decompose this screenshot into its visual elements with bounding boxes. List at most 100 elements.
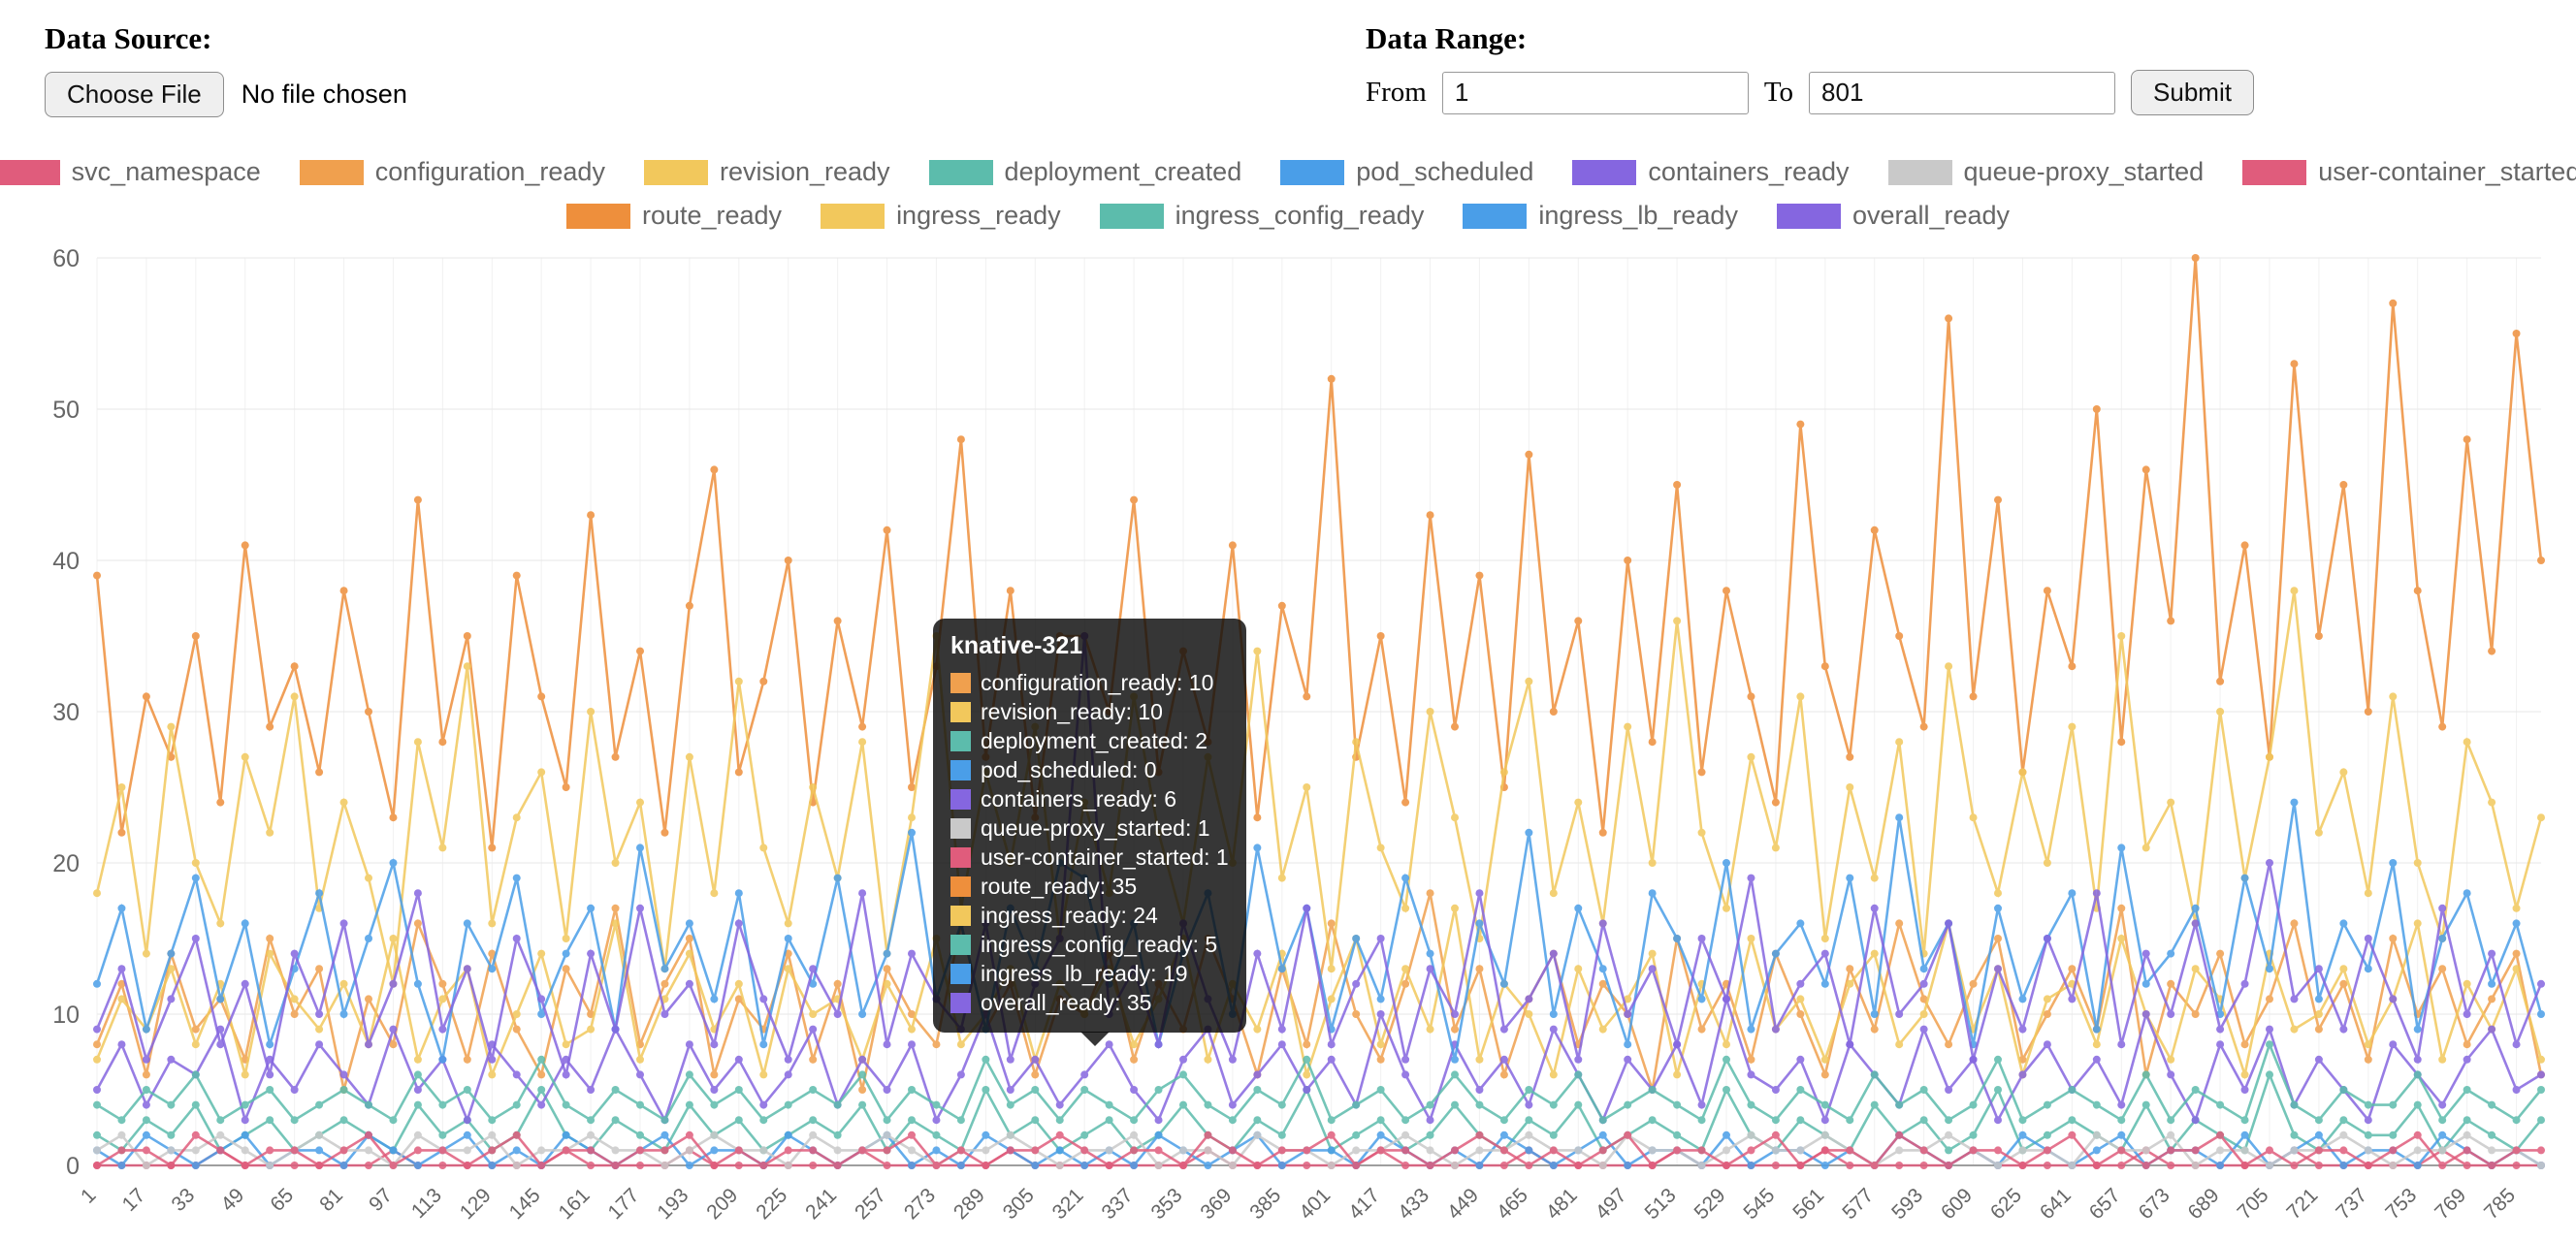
to-input[interactable] (1809, 71, 2116, 114)
legend-item-deployment_created[interactable]: deployment_created (928, 157, 1242, 187)
svg-text:353: 353 (1146, 1184, 1186, 1224)
tooltip-row-text: containers_ready: 6 (981, 786, 1177, 812)
svg-text:0: 0 (66, 1153, 80, 1180)
choose-file-button[interactable]: Choose File (45, 72, 224, 117)
tooltip-row: revision_ready: 10 (950, 697, 1229, 726)
legend-label: overall_ready (1852, 201, 2011, 230)
chart-legend: svc_namespace configuration_ready revision… (0, 157, 2576, 231)
no-file-chosen-text: No file chosen (241, 80, 407, 109)
svg-text:161: 161 (555, 1184, 595, 1224)
tooltip-row-text: overall_ready: 35 (981, 990, 1152, 1015)
tooltip-row-text: configuration_ready: 10 (981, 670, 1214, 695)
legend-color-box (0, 159, 60, 185)
tooltip-row-text: ingress_ready: 24 (981, 903, 1158, 928)
page-header: Data Source: Choose File No file chosen … (0, 0, 2576, 147)
svg-text:673: 673 (2135, 1184, 2174, 1224)
legend-item-user-container_started[interactable]: user-container_started (2242, 157, 2576, 187)
legend-item-overall_ready[interactable]: overall_ready (1776, 201, 2011, 231)
svg-text:705: 705 (2233, 1184, 2272, 1224)
legend-item-containers_ready[interactable]: containers_ready (1572, 157, 1850, 187)
tooltip-color-box (950, 876, 971, 897)
data-range-section: Data Range: From To Submit (1366, 21, 2254, 115)
legend-color-box (821, 203, 886, 229)
legend-color-box (643, 159, 708, 185)
svg-text:481: 481 (1542, 1184, 1582, 1224)
svg-text:561: 561 (1788, 1184, 1828, 1224)
chart-legend-row-2: route_ready ingress_ready ingress_config_r… (0, 201, 2576, 231)
tooltip-color-box (950, 963, 971, 984)
chart-canvas[interactable]: 1 17 33 49 65 81 97 113 129 145 161 177 193 209 225 241… (0, 244, 2576, 1237)
tooltip-row: ingress_ready: 24 (950, 901, 1229, 930)
svg-text:529: 529 (1690, 1184, 1729, 1224)
svg-text:65: 65 (266, 1184, 298, 1216)
legend-item-route_ready[interactable]: route_ready (565, 201, 782, 231)
legend-label: deployment_created (1004, 157, 1242, 186)
svg-text:241: 241 (801, 1184, 841, 1224)
legend-label: user-container_started (2318, 157, 2576, 186)
svg-text:465: 465 (1493, 1184, 1532, 1224)
svg-text:641: 641 (2036, 1184, 2076, 1224)
from-input[interactable] (1441, 71, 1749, 114)
svg-text:417: 417 (1344, 1184, 1384, 1224)
legend-item-ingress_lb_ready[interactable]: ingress_lb_ready (1463, 201, 1738, 231)
tooltip-row-text: pod_scheduled: 0 (981, 757, 1157, 782)
svg-text:10: 10 (52, 1002, 80, 1029)
chart-tooltip: knative-321 configuration_ready: 10 revis… (933, 619, 1246, 1046)
tooltip-color-box (950, 992, 971, 1013)
legend-label: revision_ready (719, 157, 890, 186)
svg-text:30: 30 (52, 699, 80, 726)
tooltip-color-box (950, 846, 971, 868)
tooltip-title: knative-321 (950, 632, 1083, 659)
tooltip-row: route_ready: 35 (950, 872, 1229, 901)
tooltip-row-text: user-container_started: 1 (981, 844, 1229, 870)
submit-button[interactable]: Submit (2131, 70, 2254, 115)
svg-text:593: 593 (1887, 1184, 1927, 1224)
legend-color-box (565, 203, 630, 229)
svg-text:50: 50 (52, 397, 80, 424)
tooltip-row: overall_ready: 35 (950, 988, 1229, 1017)
chart-legend-row-1: svc_namespace configuration_ready revision… (0, 157, 2576, 187)
tooltip-row: configuration_ready: 10 (950, 668, 1229, 697)
legend-item-ingress_config_ready[interactable]: ingress_config_ready (1099, 201, 1425, 231)
svg-text:401: 401 (1295, 1184, 1335, 1224)
from-label: From (1366, 77, 1427, 108)
svg-text:369: 369 (1196, 1184, 1236, 1224)
to-label: To (1763, 77, 1794, 108)
legend-label: ingress_ready (896, 201, 1061, 230)
tooltip-color-box (950, 934, 971, 955)
legend-item-pod_scheduled[interactable]: pod_scheduled (1280, 157, 1533, 187)
data-source-section: Data Source: Choose File No file chosen (45, 21, 2576, 117)
legend-color-box (299, 159, 364, 185)
tooltip-row: user-container_started: 1 (950, 843, 1229, 872)
svg-text:273: 273 (900, 1184, 940, 1224)
svg-text:785: 785 (2480, 1184, 2520, 1224)
svg-text:545: 545 (1739, 1184, 1779, 1224)
legend-item-svc_namespace[interactable]: svc_namespace (0, 157, 261, 187)
legend-item-revision_ready[interactable]: revision_ready (643, 157, 890, 187)
legend-color-box (1463, 203, 1528, 229)
svg-text:60: 60 (52, 245, 80, 272)
svg-text:20: 20 (52, 850, 80, 877)
legend-color-box (928, 159, 993, 185)
svg-text:321: 321 (1048, 1184, 1088, 1224)
legend-item-queue-proxy_started[interactable]: queue-proxy_started (1887, 157, 2205, 187)
tooltip-color-box (950, 759, 971, 780)
tooltip-color-box (950, 730, 971, 751)
svg-text:721: 721 (2282, 1184, 2322, 1224)
legend-label: ingress_config_ready (1175, 201, 1425, 230)
svg-text:577: 577 (1838, 1184, 1878, 1224)
svg-text:385: 385 (1245, 1184, 1285, 1224)
data-range-label: Data Range: (1366, 21, 1528, 55)
legend-color-box (2242, 159, 2307, 185)
tooltip-row: queue-proxy_started: 1 (950, 813, 1229, 843)
svg-text:193: 193 (653, 1184, 692, 1224)
chart-area[interactable]: 1 17 33 49 65 81 97 113 129 145 161 177 193 209 225 241… (0, 244, 2576, 1242)
legend-label: queue-proxy_started (1963, 157, 2205, 186)
tooltip-rows: configuration_ready: 10 revision_ready: 1… (950, 668, 1229, 1017)
legend-item-ingress_ready[interactable]: ingress_ready (821, 201, 1061, 231)
tooltip-row: ingress_lb_ready: 19 (950, 959, 1229, 988)
svg-text:513: 513 (1641, 1184, 1681, 1224)
legend-item-configuration_ready[interactable]: configuration_ready (299, 157, 605, 187)
legend-color-box (1776, 203, 1841, 229)
svg-text:257: 257 (851, 1184, 890, 1224)
